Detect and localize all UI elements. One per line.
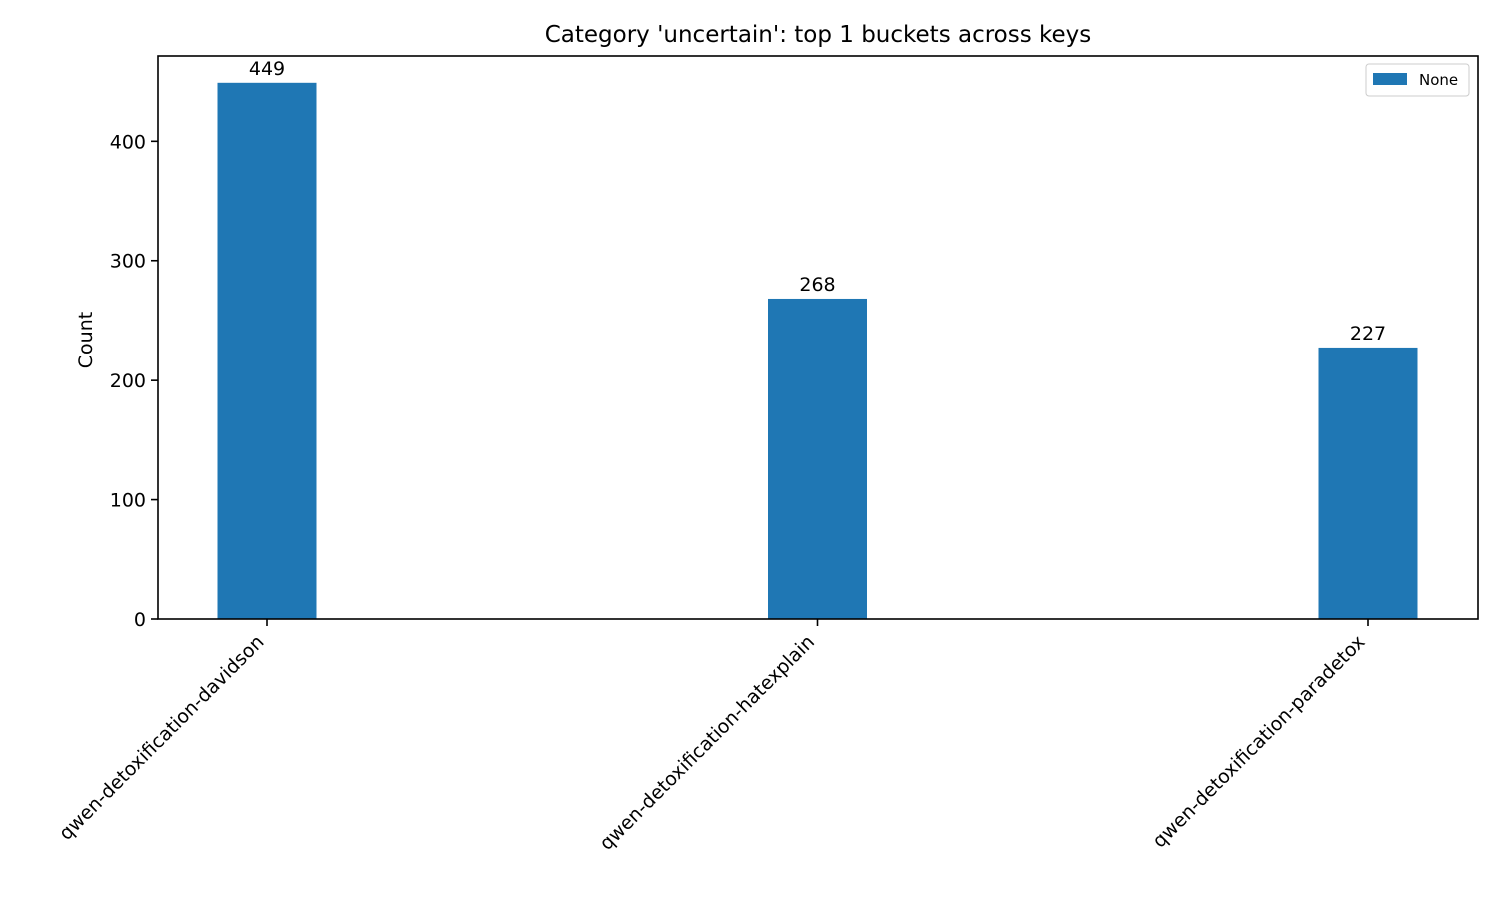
legend-label: None (1419, 71, 1458, 89)
legend-box (1365, 63, 1470, 97)
y-tick-label: 200 (110, 370, 146, 392)
y-tick-label: 400 (110, 131, 146, 153)
bar (1318, 347, 1418, 619)
data-labels-group: 449 268 227 (249, 58, 1386, 345)
data-label: 227 (1350, 323, 1386, 345)
data-label: 449 (249, 58, 285, 80)
y-axis-label: Count (75, 312, 97, 368)
y-tick-label: 0 (134, 609, 146, 631)
data-label: 268 (799, 274, 835, 296)
y-tick-label: 100 (110, 490, 146, 512)
chart-title: Category 'uncertain': top 1 buckets acro… (545, 22, 1092, 48)
legend-swatch (1373, 73, 1407, 85)
y-axis: 0 100 200 300 400 (110, 131, 158, 631)
legend: None (1365, 63, 1470, 97)
bar (217, 82, 317, 620)
y-tick-label: 300 (110, 251, 146, 273)
bar (768, 298, 867, 619)
bars-group (217, 82, 1418, 620)
